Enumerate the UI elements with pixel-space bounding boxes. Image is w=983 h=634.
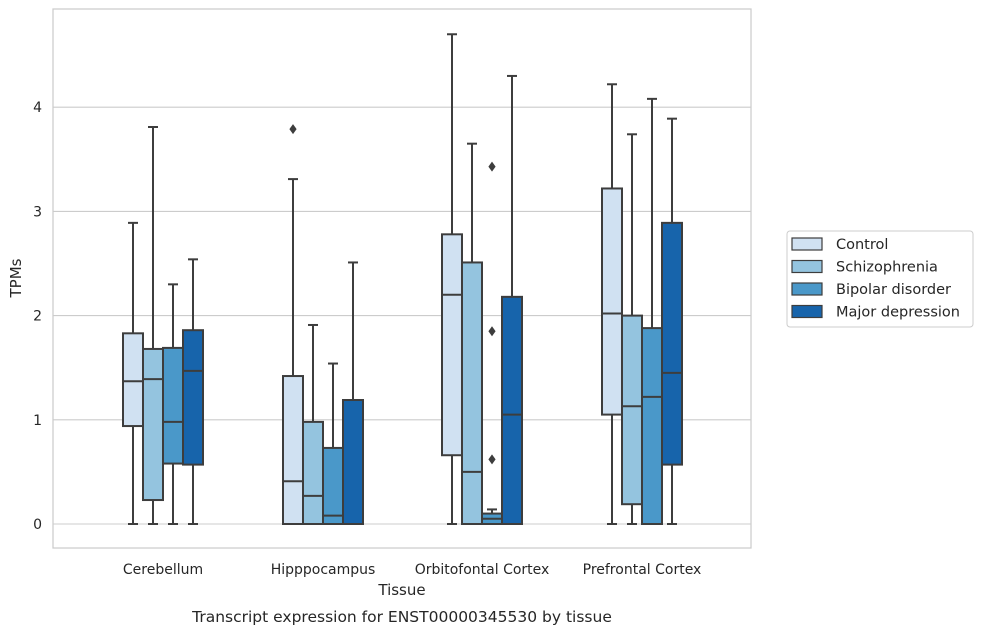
box-major-depression	[182, 258, 204, 525]
box	[621, 314, 643, 506]
box-plots	[122, 33, 683, 526]
plot-frame	[52, 8, 752, 549]
x-tick-label: Cerebellum	[123, 562, 203, 578]
box-schizophrenia	[461, 142, 483, 525]
legend-label: Schizophrenia	[836, 260, 938, 276]
box	[322, 446, 344, 525]
box-control	[122, 221, 144, 525]
y-tick-label: 3	[33, 204, 42, 220]
legend-label: Major depression	[836, 305, 960, 321]
legend-swatch	[791, 259, 823, 274]
y-tick-label: 4	[33, 100, 42, 116]
y-tick-labels: 0 1 2 3 4	[33, 100, 42, 533]
box	[641, 327, 663, 525]
y-tick-label: 1	[33, 413, 42, 429]
box	[302, 420, 324, 525]
box-major-depression	[501, 74, 523, 525]
box	[661, 221, 683, 466]
box-bipolar-disorder	[162, 283, 184, 525]
outlier-point	[488, 454, 496, 465]
box-control	[441, 33, 463, 525]
box	[501, 295, 523, 525]
y-axis-label: TPMs	[7, 258, 25, 298]
legend-label: Control	[836, 237, 888, 253]
box	[142, 347, 164, 502]
box-control	[601, 83, 623, 525]
box-schizophrenia	[142, 125, 164, 525]
box-bipolar-disorder	[481, 161, 503, 526]
outlier-point	[488, 326, 496, 337]
y-tick-label: 0	[33, 517, 42, 533]
x-tick-labels: Cerebellum Hipppocampus Orbitofontal Corte…	[123, 562, 701, 578]
y-tick-label: 2	[33, 309, 42, 325]
legend-swatch	[791, 282, 823, 296]
x-tick-label: Orbitofontal Cortex	[415, 562, 550, 578]
outlier-point	[289, 124, 297, 135]
box-bipolar-disorder	[322, 362, 344, 525]
x-axis-label: Tissue	[377, 581, 425, 599]
legend-swatch	[791, 237, 823, 251]
box-major-depression	[661, 117, 683, 525]
box-schizophrenia	[302, 323, 324, 525]
legend: Control Schizophrenia Bipolar disorder Majo…	[786, 230, 974, 328]
legend-swatch	[791, 304, 823, 319]
box	[342, 399, 364, 526]
box-control	[282, 124, 304, 526]
box-major-depression	[342, 261, 364, 526]
box-bipolar-disorder	[641, 97, 663, 525]
legend-frame	[786, 230, 974, 328]
x-tick-label: Prefrontal Cortex	[583, 562, 702, 578]
box-schizophrenia	[621, 133, 643, 525]
box	[162, 346, 184, 465]
box	[601, 187, 623, 416]
chart-caption: Transcript expression for ENST0000034553…	[191, 608, 612, 626]
x-tick-label: Hipppocampus	[271, 562, 376, 578]
outlier-point	[488, 161, 496, 172]
box	[182, 329, 204, 466]
box	[441, 233, 463, 457]
box	[122, 332, 144, 428]
box	[282, 375, 304, 526]
box	[461, 261, 483, 525]
legend-label: Bipolar disorder	[836, 282, 951, 298]
